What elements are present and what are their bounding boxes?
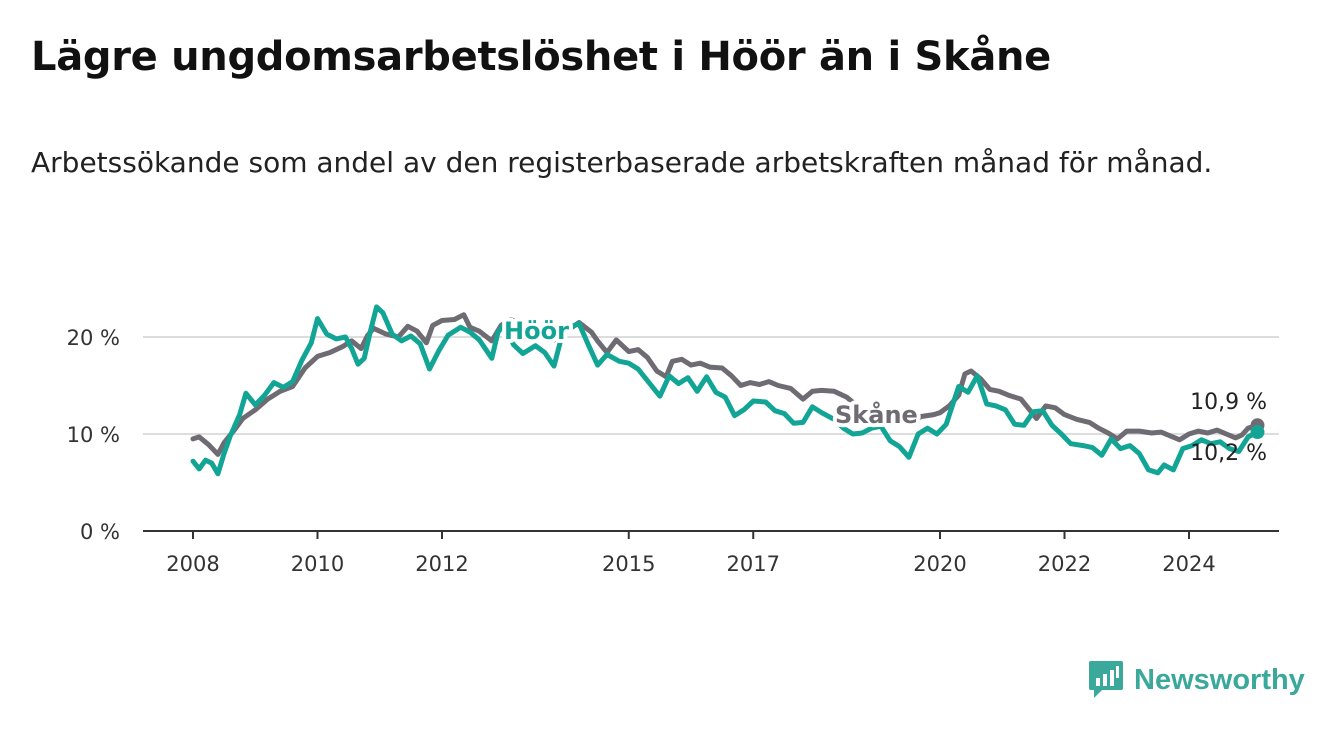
newsworthy-logo: Newsworthy <box>1088 660 1305 700</box>
chart-subtitle: Arbetssökande som andel av den registerb… <box>31 146 1213 179</box>
x-tick-label: 2020 <box>913 552 966 576</box>
x-tick-label: 2017 <box>727 552 780 576</box>
x-tick-label: 2015 <box>602 552 655 576</box>
series-lines <box>190 304 1265 477</box>
end-dot-hoor <box>1250 425 1265 440</box>
y-tick-label: 10 % <box>67 423 120 447</box>
x-tick-label: 2022 <box>1038 552 1091 576</box>
axes: 0 % 10 % 20 % 2008 2010 2012 2015 2017 2020 2022 2… <box>67 326 1279 576</box>
x-tick-label: 2024 <box>1162 552 1215 576</box>
series-line-hoor <box>190 304 1260 477</box>
bar-chart-speech-bubble-icon <box>1089 661 1123 698</box>
series-label-skane: Skåne <box>835 400 918 429</box>
x-tick-label: 2008 <box>166 552 219 576</box>
annotations: Höör Skåne 10,9 % 10,2 % <box>500 313 1270 466</box>
y-tick-label: 20 % <box>67 326 120 350</box>
end-label-hoor: 10,2 % <box>1190 441 1267 466</box>
y-tick-label: 0 % <box>80 520 120 544</box>
end-label-skane: 10,9 % <box>1190 390 1267 415</box>
brand-name: Newsworthy <box>1134 663 1305 696</box>
x-tick-label: 2010 <box>291 552 344 576</box>
x-tick-label: 2012 <box>415 552 468 576</box>
series-label-hoor: Höör <box>504 317 569 345</box>
chart-title: Lägre ungdomsarbetslöshet i Höör än i Sk… <box>31 34 1052 80</box>
